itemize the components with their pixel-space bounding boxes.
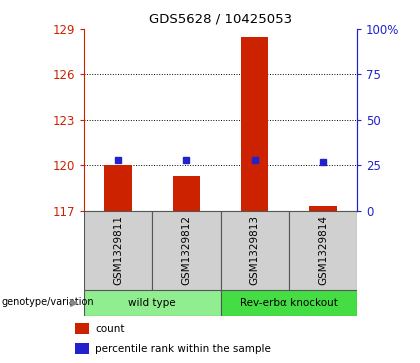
Bar xyxy=(220,290,357,316)
Bar xyxy=(289,211,357,290)
Bar xyxy=(220,211,289,290)
Title: GDS5628 / 10425053: GDS5628 / 10425053 xyxy=(149,12,292,25)
Bar xyxy=(75,343,89,354)
Bar xyxy=(84,290,220,316)
Text: GSM1329812: GSM1329812 xyxy=(181,216,192,285)
Text: GSM1329814: GSM1329814 xyxy=(318,216,328,285)
Text: count: count xyxy=(95,324,125,334)
Text: Rev-erbα knockout: Rev-erbα knockout xyxy=(240,298,338,308)
Bar xyxy=(241,37,268,211)
Text: wild type: wild type xyxy=(129,298,176,308)
Text: GSM1329811: GSM1329811 xyxy=(113,216,123,285)
Text: GSM1329813: GSM1329813 xyxy=(249,216,260,285)
Text: genotype/variation: genotype/variation xyxy=(2,297,95,307)
Bar xyxy=(152,211,221,290)
Bar xyxy=(84,211,152,290)
Bar xyxy=(105,165,132,211)
Bar xyxy=(173,176,200,211)
Text: percentile rank within the sample: percentile rank within the sample xyxy=(95,344,271,354)
Bar xyxy=(75,323,89,334)
Bar xyxy=(309,206,336,211)
